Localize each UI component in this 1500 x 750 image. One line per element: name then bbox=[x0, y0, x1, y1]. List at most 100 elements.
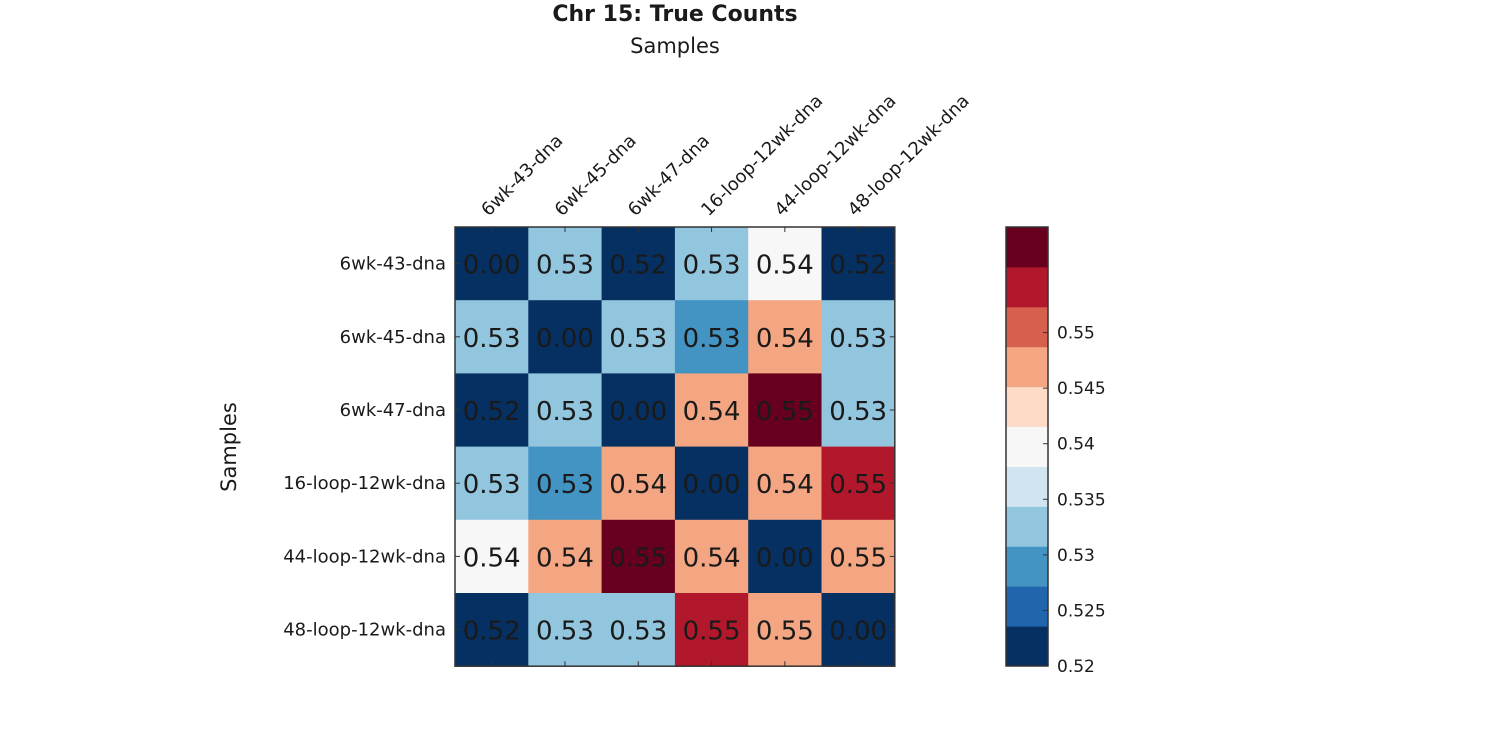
heatmap-cell bbox=[748, 373, 822, 447]
colorbar-segment bbox=[1006, 506, 1048, 547]
heatmap-cell bbox=[674, 373, 749, 447]
heatmap-cell bbox=[601, 593, 676, 667]
cell-value-label: 0.54 bbox=[609, 470, 667, 500]
colorbar-tick-label: 0.535 bbox=[1057, 490, 1106, 510]
cell-value-label: 0.53 bbox=[463, 324, 521, 354]
y-tick-label: 48-loop-12wk-dna bbox=[283, 620, 446, 641]
cell-value-label: 0.55 bbox=[756, 397, 814, 427]
cell-value-label: 0.52 bbox=[463, 397, 521, 427]
x-tick-label: 16-loop-12wk-dna bbox=[697, 91, 827, 221]
cell-value-label: 0.00 bbox=[536, 324, 594, 354]
heatmap-cell bbox=[528, 519, 602, 594]
cell-value-label: 0.53 bbox=[536, 251, 594, 281]
heatmap-cell bbox=[674, 593, 749, 667]
colorbar-tick-label: 0.545 bbox=[1057, 379, 1106, 399]
cell-value-label: 0.55 bbox=[829, 543, 887, 573]
cell-value-label: 0.00 bbox=[609, 397, 667, 427]
colorbar-border bbox=[1005, 226, 1049, 667]
cell-value-label: 0.54 bbox=[756, 324, 814, 354]
heatmap-cell bbox=[821, 446, 896, 521]
heatmap-cell bbox=[528, 446, 602, 521]
heatmap-cell bbox=[528, 593, 602, 667]
cell-value-label: 0.53 bbox=[683, 251, 741, 281]
colorbar-segment bbox=[1006, 546, 1048, 587]
y-tick-label: 44-loop-12wk-dna bbox=[283, 546, 446, 567]
heatmap-cell bbox=[748, 593, 822, 667]
heatmap-cell bbox=[821, 593, 896, 667]
cell-value-label: 0.53 bbox=[463, 470, 521, 500]
cell-value-label: 0.53 bbox=[609, 324, 667, 354]
cell-value-label: 0.53 bbox=[536, 470, 594, 500]
heatmap-cell bbox=[455, 593, 529, 667]
cell-value-label: 0.53 bbox=[829, 324, 887, 354]
cell-value-label: 0.54 bbox=[756, 470, 814, 500]
y-tick-label: 6wk-43-dna bbox=[340, 254, 446, 275]
colorbar-tick-label: 0.525 bbox=[1057, 601, 1106, 621]
y-tick-labels: 6wk-43-dna 6wk-45-dna 6wk-47-dna 16-loop-12… bbox=[283, 254, 446, 641]
cell-value-label: 0.53 bbox=[536, 617, 594, 647]
plot-frame bbox=[454, 226, 896, 667]
cell-value-label: 0.52 bbox=[463, 617, 521, 647]
heatmap-cell bbox=[455, 300, 529, 374]
heatmap-cell bbox=[455, 519, 529, 594]
y-tick-label: 6wk-47-dna bbox=[340, 400, 446, 421]
heatmap-cell bbox=[748, 227, 822, 301]
cell-value-label: 0.53 bbox=[536, 397, 594, 427]
colorbar-segment bbox=[1006, 586, 1048, 627]
heatmap-cell bbox=[601, 300, 676, 374]
cell-value-label: 0.53 bbox=[683, 324, 741, 354]
heatmap-cell bbox=[748, 519, 822, 594]
cell-value-label: 0.55 bbox=[756, 617, 814, 647]
cell-value-label: 0.54 bbox=[536, 543, 594, 573]
colorbar: 0.52 0.525 0.53 0.535 0.54 0.545 0.55 bbox=[1005, 226, 1106, 677]
cell-value-label: 0.54 bbox=[683, 397, 741, 427]
heatmap-cell bbox=[821, 227, 896, 301]
plot-border bbox=[454, 226, 896, 667]
cell-value-label: 0.00 bbox=[463, 251, 521, 281]
colorbar-tick-label: 0.54 bbox=[1057, 435, 1095, 455]
cell-value-label: 0.53 bbox=[609, 617, 667, 647]
heatmap-cell-labels: 0.00 0.53 0.52 0.53 0.54 0.52 0.53 0.00 0.53 0.53… bbox=[463, 251, 887, 647]
y-axis-label: Samples bbox=[217, 402, 241, 492]
cell-value-label: 0.52 bbox=[609, 251, 667, 281]
cell-value-label: 0.55 bbox=[609, 543, 667, 573]
colorbar-segment bbox=[1006, 466, 1048, 507]
heatmap-cell bbox=[821, 300, 896, 374]
cell-value-label: 0.00 bbox=[683, 470, 741, 500]
heatmap-cell bbox=[748, 446, 822, 521]
heatmap-cell bbox=[601, 227, 676, 301]
heatmap-cell bbox=[455, 446, 529, 521]
heatmap-cell bbox=[821, 519, 896, 594]
heatmap-cell bbox=[674, 300, 749, 374]
heatmap-cell bbox=[528, 300, 602, 374]
cell-value-label: 0.52 bbox=[829, 251, 887, 281]
colorbar-segment bbox=[1006, 626, 1048, 667]
heatmap-cell bbox=[455, 227, 529, 301]
x-tick-labels: 6wk-43-dna6wk-45-dna6wk-47-dna16-loop-12… bbox=[477, 91, 973, 221]
cell-value-label: 0.54 bbox=[756, 251, 814, 281]
colorbar-segment bbox=[1006, 266, 1048, 308]
heatmap-cell bbox=[674, 227, 749, 301]
chart-title: Chr 15: True Counts bbox=[552, 2, 797, 27]
heatmap-cell bbox=[748, 300, 822, 374]
heatmap-cell bbox=[528, 373, 602, 447]
colorbar-tick-label: 0.52 bbox=[1057, 657, 1095, 677]
x-tick-label: 44-loop-12wk-dna bbox=[771, 91, 901, 221]
heatmap-cell bbox=[674, 519, 749, 594]
heatmap-cell bbox=[528, 227, 602, 301]
cell-value-label: 0.54 bbox=[683, 543, 741, 573]
y-tick-label: 6wk-45-dna bbox=[340, 327, 446, 348]
heatmap-cell bbox=[601, 373, 676, 447]
colorbar-segment bbox=[1006, 346, 1048, 388]
colorbar-segment bbox=[1006, 227, 1048, 268]
cell-value-label: 0.00 bbox=[829, 617, 887, 647]
heatmap-cells bbox=[455, 227, 896, 667]
heatmap-cell bbox=[674, 446, 749, 521]
cell-value-label: 0.00 bbox=[756, 543, 814, 573]
colorbar-segment bbox=[1006, 386, 1048, 428]
cell-value-label: 0.54 bbox=[463, 543, 521, 573]
colorbar-tick-label: 0.55 bbox=[1057, 324, 1095, 344]
heatmap-cell bbox=[821, 373, 896, 447]
heatmap-cell bbox=[455, 373, 529, 447]
